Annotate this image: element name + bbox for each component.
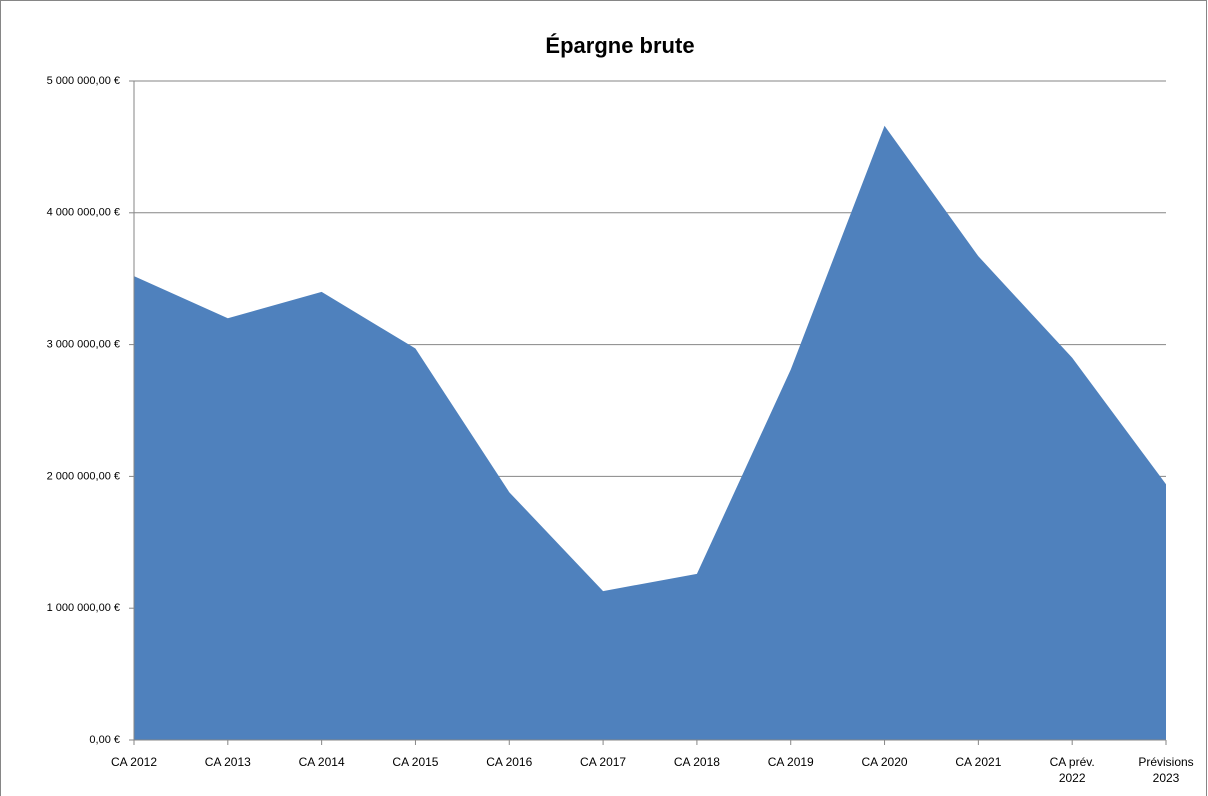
chart-title: Épargne brute: [545, 33, 694, 58]
y-tick-label: 5 000 000,00 €: [47, 75, 120, 87]
x-tick-label: CA 2015: [392, 755, 439, 769]
x-tick-label: CA 2012: [110, 755, 158, 769]
y-tick-label: 3 000 000,00 €: [47, 339, 120, 351]
y-tick-label: 0,00 €: [89, 734, 120, 746]
x-tick-label: Prévisions 2023: [1138, 755, 1194, 785]
area: [134, 125, 1166, 740]
x-tick-label: CA prév. 2022: [1049, 755, 1095, 785]
y-tick-label: 4 000 000,00 €: [47, 207, 120, 219]
x-tick-label: CA 2020: [861, 755, 908, 769]
x-tick-label: CA 2021: [955, 755, 1002, 769]
x-tick-label: CA 2019: [767, 755, 814, 769]
y-tick-label: 1 000 000,00 €: [47, 602, 120, 614]
y-tick-label: 2 000 000,00 €: [47, 470, 120, 482]
x-tick-label: CA 2017: [580, 755, 627, 769]
x-tick-label: CA 2018: [673, 755, 720, 769]
x-tick-label: CA 2013: [204, 755, 251, 769]
x-tick-label: CA 2016: [486, 755, 533, 769]
x-tick-label: CA 2014: [298, 755, 345, 769]
